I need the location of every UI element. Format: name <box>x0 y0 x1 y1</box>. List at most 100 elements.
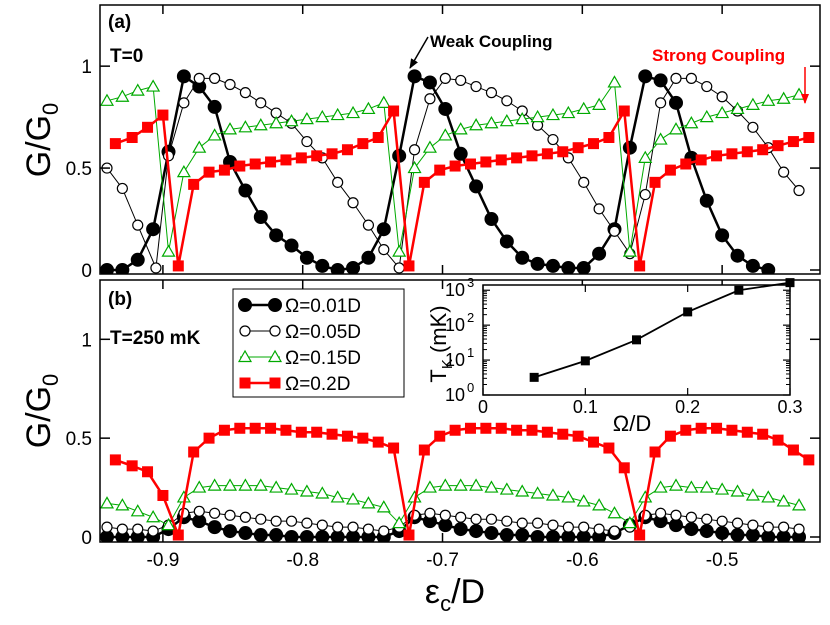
data-point <box>649 446 661 458</box>
data-point <box>249 422 261 434</box>
x-axis-title: εc/D <box>425 573 485 616</box>
panel-a-label: (a) <box>108 12 131 33</box>
data-point <box>192 140 207 153</box>
data-point <box>530 530 545 542</box>
inset-y-axis-title: TK (mK) <box>426 305 456 382</box>
data-point <box>439 72 451 84</box>
data-point <box>531 517 544 529</box>
data-point <box>772 434 784 446</box>
legend-marker <box>238 298 252 312</box>
data-point <box>485 513 498 525</box>
inset-x-axis-title: Ω/D <box>613 411 651 436</box>
data-point <box>772 140 784 152</box>
data-point <box>284 482 299 495</box>
data-point <box>515 111 530 125</box>
data-point <box>762 521 774 533</box>
data-point <box>422 480 437 493</box>
data-point <box>315 109 330 123</box>
data-point <box>222 122 238 135</box>
data-point <box>699 193 714 208</box>
data-point <box>376 500 391 513</box>
series-line <box>106 515 800 539</box>
panel-b: 00.51 -0.9 -0.8 -0.7 -0.6 -0.5 (b) T=250 mK … <box>20 275 821 616</box>
series-line <box>106 81 800 253</box>
x-tick-label: -0.8 <box>286 550 319 571</box>
data-point <box>634 260 646 272</box>
panel-b-temperature-label: T=250 mK <box>110 328 201 349</box>
legend-marker <box>239 377 251 389</box>
data-point <box>578 176 590 188</box>
data-point <box>495 422 507 434</box>
data-point <box>422 75 437 90</box>
data-point <box>284 530 299 542</box>
series-line <box>114 109 810 268</box>
data-point <box>453 146 468 161</box>
inset-point <box>734 285 744 295</box>
data-point <box>424 93 436 105</box>
data-point <box>407 160 422 174</box>
data-point <box>684 116 699 129</box>
data-point <box>680 424 692 436</box>
data-point <box>578 521 590 533</box>
data-point <box>516 517 528 529</box>
data-point <box>403 529 415 541</box>
data-point <box>203 432 215 444</box>
panel-b-y-tick-label: 1 <box>81 330 92 351</box>
inset-x-tick-label: 0.2 <box>675 397 700 417</box>
data-point <box>787 136 799 148</box>
legend-entry-0p15d: Ω=0.15D <box>237 348 361 369</box>
legend-marker <box>269 325 281 337</box>
inset-line <box>533 281 791 379</box>
data-point <box>469 524 484 539</box>
data-point <box>745 97 760 110</box>
inset-point <box>529 372 539 382</box>
data-point <box>741 146 753 158</box>
data-point <box>778 166 790 178</box>
data-point <box>172 529 184 541</box>
data-point <box>239 511 251 523</box>
data-point <box>361 101 376 115</box>
data-point <box>295 426 307 438</box>
data-point <box>116 523 128 535</box>
inset-x-tick-label: 0.3 <box>777 397 802 417</box>
data-point <box>730 101 745 115</box>
data-point <box>299 250 314 265</box>
data-point <box>557 146 569 158</box>
data-point <box>299 111 314 125</box>
data-point <box>295 152 307 164</box>
data-point <box>453 522 468 537</box>
data-point <box>193 72 205 84</box>
data-point <box>269 228 284 243</box>
data-point <box>315 486 330 499</box>
data-point <box>622 140 637 155</box>
data-point <box>392 244 407 257</box>
data-point <box>716 91 728 103</box>
data-point <box>188 446 200 458</box>
data-point <box>793 523 805 535</box>
data-point <box>664 164 676 176</box>
data-point <box>115 89 130 102</box>
data-point <box>622 515 637 529</box>
data-point <box>100 93 115 106</box>
data-point <box>361 496 376 509</box>
data-point <box>449 160 461 172</box>
series-0p05d-b <box>101 505 805 537</box>
data-point <box>357 432 369 444</box>
data-point <box>711 150 723 162</box>
panel-b-label: (b) <box>108 289 132 310</box>
data-point <box>361 250 376 265</box>
x-tick-label: -0.5 <box>706 550 739 571</box>
legend-marker <box>269 377 281 389</box>
data-point <box>239 87 251 99</box>
panel-a-y-tick-label: 0.5 <box>66 159 92 180</box>
data-point <box>638 150 653 163</box>
data-point <box>224 509 236 521</box>
data-point <box>347 521 359 533</box>
panel-a-y-axis-title: G/G0 <box>20 103 63 178</box>
data-point <box>791 87 807 100</box>
data-point <box>234 160 246 172</box>
panel-a-temperature-label: T=0 <box>110 46 143 67</box>
data-point <box>347 197 359 209</box>
data-point <box>526 424 538 436</box>
